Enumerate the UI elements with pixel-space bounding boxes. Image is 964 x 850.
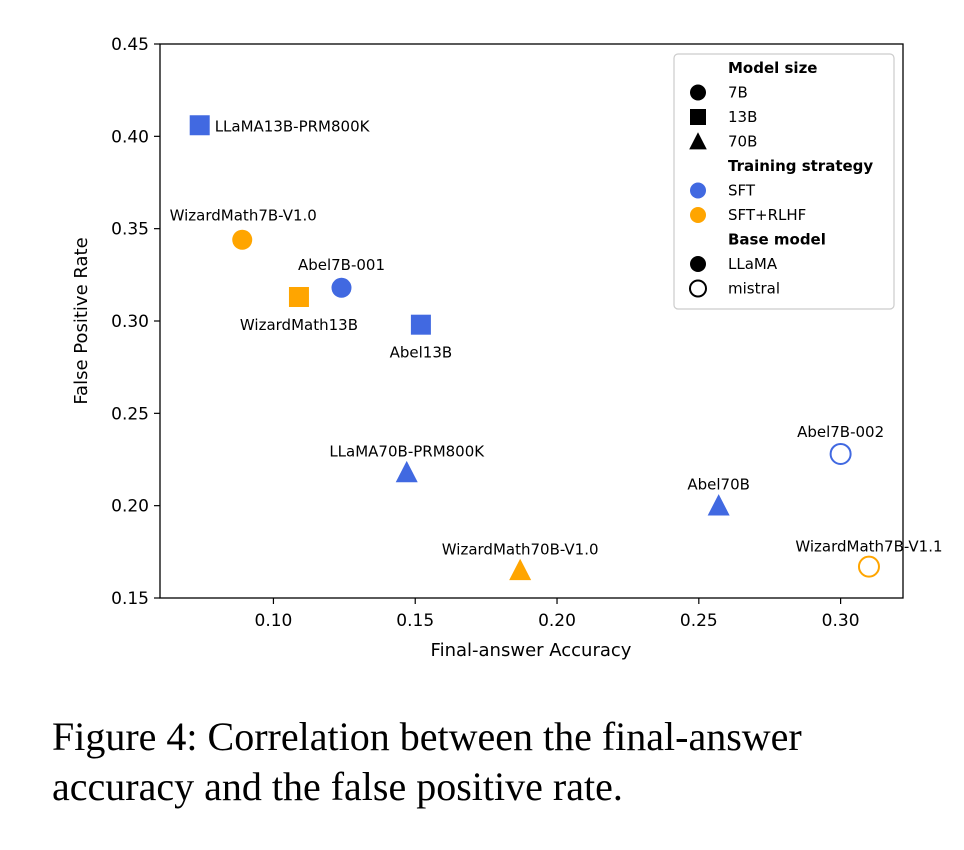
x-axis-title: Final-answer Accuracy <box>431 640 632 661</box>
point-label: WizardMath70B-V1.0 <box>442 540 599 558</box>
point-label: LLaMA13B-PRM800K <box>215 117 371 135</box>
point-label: Abel70B <box>687 476 750 494</box>
y-tick-label: 0.40 <box>111 127 149 147</box>
data-point <box>857 555 880 578</box>
y-tick-label: 0.25 <box>111 404 149 424</box>
data-point <box>410 314 431 335</box>
point-label: WizardMath7B-V1.1 <box>795 538 942 556</box>
legend-entry-label: 7B <box>728 84 748 102</box>
data-point <box>707 494 730 516</box>
legend-entry-label: mistral <box>728 280 780 298</box>
data-point <box>331 277 352 298</box>
legend-entry-label: 13B <box>728 108 757 126</box>
legend-marker <box>690 256 706 272</box>
legend-header: Model size <box>728 59 817 77</box>
legend-header: Training strategy <box>728 157 873 175</box>
data-point <box>829 442 852 465</box>
point-label: LLaMA70B-PRM800K <box>329 442 485 460</box>
point-label: Abel7B-002 <box>797 423 884 441</box>
x-tick-label: 0.20 <box>538 611 576 631</box>
y-tick-label: 0.20 <box>111 497 149 517</box>
legend-entry-label: SFT+RLHF <box>728 206 806 224</box>
legend-header: Base model <box>728 231 826 249</box>
x-tick-label: 0.25 <box>680 611 718 631</box>
point-label: Abel7B-001 <box>298 256 385 274</box>
legend-marker <box>690 182 706 199</box>
figure-caption: Figure 4: Correlation between the final-… <box>52 714 802 809</box>
legend-marker <box>689 279 707 298</box>
y-tick-label: 0.15 <box>111 589 149 609</box>
legend: Model size 7B 13B 70B Training strategy SFT SF… <box>673 53 895 310</box>
data-point <box>232 229 253 250</box>
point-label: Abel13B <box>390 344 453 362</box>
y-tick-label: 0.45 <box>111 35 149 55</box>
data-point <box>189 115 210 136</box>
legend-marker <box>690 84 706 101</box>
axis-ticks: 0.10 0.15 0.20 0.25 0.30 0.15 0.20 0.25 0.30 0.35… <box>111 35 859 631</box>
point-label: WizardMath7B-V1.0 <box>170 207 317 225</box>
x-tick-label: 0.30 <box>822 611 860 631</box>
data-point <box>288 286 309 307</box>
y-axis-title: False Positive Rate <box>71 237 92 404</box>
y-tick-label: 0.35 <box>111 220 149 240</box>
legend-marker <box>690 109 706 125</box>
data-point <box>395 460 418 483</box>
legend-entry-label: LLaMA <box>728 255 778 273</box>
plot-area-frame <box>159 43 904 599</box>
x-tick-label: 0.15 <box>396 611 434 631</box>
data-point <box>509 558 532 581</box>
legend-box <box>673 53 895 310</box>
legend-entry-label: SFT <box>728 182 756 200</box>
x-tick-label: 0.10 <box>255 611 293 631</box>
y-tick-label: 0.30 <box>111 312 149 332</box>
data-points <box>189 115 880 581</box>
point-labels: LLaMA13B-PRM800K WizardMath7B-V1.0 Abel7B-… <box>170 117 943 558</box>
legend-marker <box>689 132 707 150</box>
point-label: WizardMath13B <box>240 316 358 334</box>
legend-entry-label: 70B <box>728 133 757 151</box>
legend-marker <box>690 207 706 223</box>
scatter-chart: 0.10 0.15 0.20 0.25 0.30 0.15 0.20 0.25 0.30 0.35… <box>71 35 943 661</box>
